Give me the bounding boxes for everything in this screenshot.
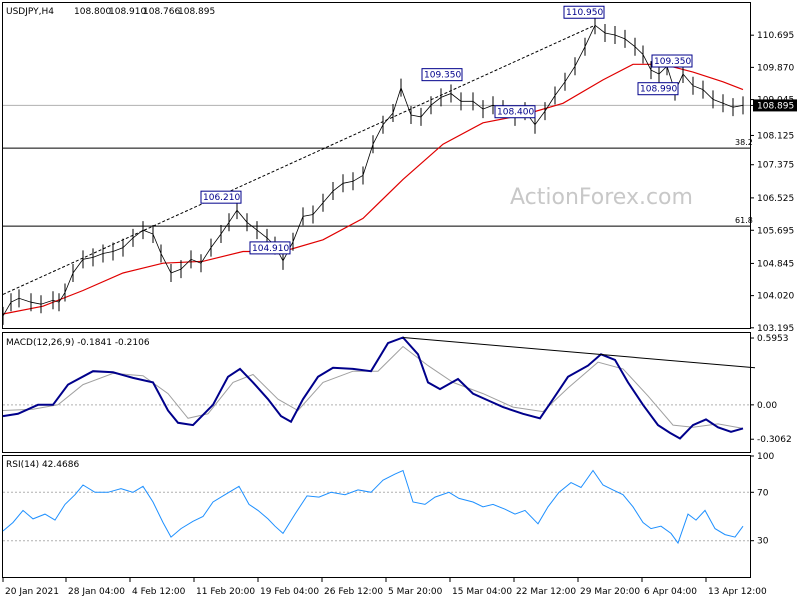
macd-tick-label: -0.3062 [757,435,792,445]
price-label-box [249,241,291,255]
price-label: 110.950 [566,8,603,18]
price-label-box [494,105,536,119]
macd-tick-label: 0.5953 [757,334,789,344]
price-line [2,24,744,317]
price-label: 108.400 [497,108,534,118]
ohlc-high: 108.910 [109,7,146,17]
rsi-tick-label: 30 [757,537,769,547]
x-tick-label: 11 Feb 20:00 [196,587,255,597]
ohlc-close: 108.895 [178,7,215,17]
chart-title: USDJPY,H4 [6,7,54,17]
macd-title: MACD(12,26,9) -0.1841 -0.2106 [6,338,150,348]
price-label-box [651,54,693,68]
x-tick-label: 4 Feb 12:00 [132,587,186,597]
fib-label-0: 38.2 [735,138,753,147]
price-label-box [637,82,679,96]
rsi-panel: 100 70 30 [2,452,774,547]
x-tick-label: 20 Jan 2021 [5,587,59,597]
macd-tick-label: 0.00 [757,401,777,411]
price-label: 106.210 [203,193,240,203]
price-tick-label: 105.695 [757,226,794,236]
price-tick-label: 107.375 [757,161,794,171]
x-tick-label: 15 Mar 04:00 [452,587,512,597]
price-tick-label: 110.695 [757,31,794,41]
x-axis: 20 Jan 2021 28 Jan 04:00 4 Feb 12:00 11 Feb… [2,578,767,597]
price-label: 108.990 [640,85,677,95]
rsi-title: RSI(14) 42.4686 [6,460,79,470]
rsi-panel-frame [2,455,751,578]
ohlc-open: 108.800 [74,7,111,17]
price-tick-label: 108.125 [757,131,794,141]
x-tick-label: 6 Apr 04:00 [644,587,697,597]
x-tick-label: 26 Feb 12:00 [324,587,383,597]
price-label-box [421,68,463,82]
price-tick-label: 108.895 [757,101,794,111]
ohlc-low: 108.766 [143,7,180,17]
x-tick-label: 13 Apr 12:00 [708,587,767,597]
price-trendline [2,24,596,295]
price-tick-label: 104.845 [757,259,794,269]
current-price-tag [753,99,797,112]
x-tick-label: 22 Mar 12:00 [516,587,576,597]
price-tick-label: 109.870 [757,63,794,73]
macd-panel: 0.5953 0.00 -0.3062 [2,334,792,445]
macd-trendline [402,337,756,369]
price-tick-label: 104.020 [757,292,794,302]
price-label-box [200,190,242,204]
price-label: 109.350 [424,71,461,81]
x-tick-label: 5 Mar 20:00 [388,587,443,597]
price-label-box [563,5,605,19]
price-label: 104.910 [252,244,289,254]
price-panel: 38.2 61.8 110.950 109.350 109.350 108.990 108.… [2,5,797,334]
price-panel-frame [2,2,751,329]
fib-label-1: 61.8 [735,216,753,225]
rsi-line [2,469,744,545]
price-tick-label: 103.195 [757,324,794,334]
rsi-tick-label: 70 [757,488,769,498]
x-tick-label: 28 Jan 04:00 [68,587,125,597]
x-tick-label: 19 Feb 04:00 [260,587,319,597]
price-label: 109.350 [654,57,691,67]
price-tick-label: 106.525 [757,194,794,204]
rsi-tick-label: 100 [757,452,774,462]
macd-panel-frame [2,332,751,453]
macd-line [2,336,744,440]
watermark: ActionForex.com [510,185,693,210]
x-tick-label: 29 Mar 20:00 [580,587,640,597]
